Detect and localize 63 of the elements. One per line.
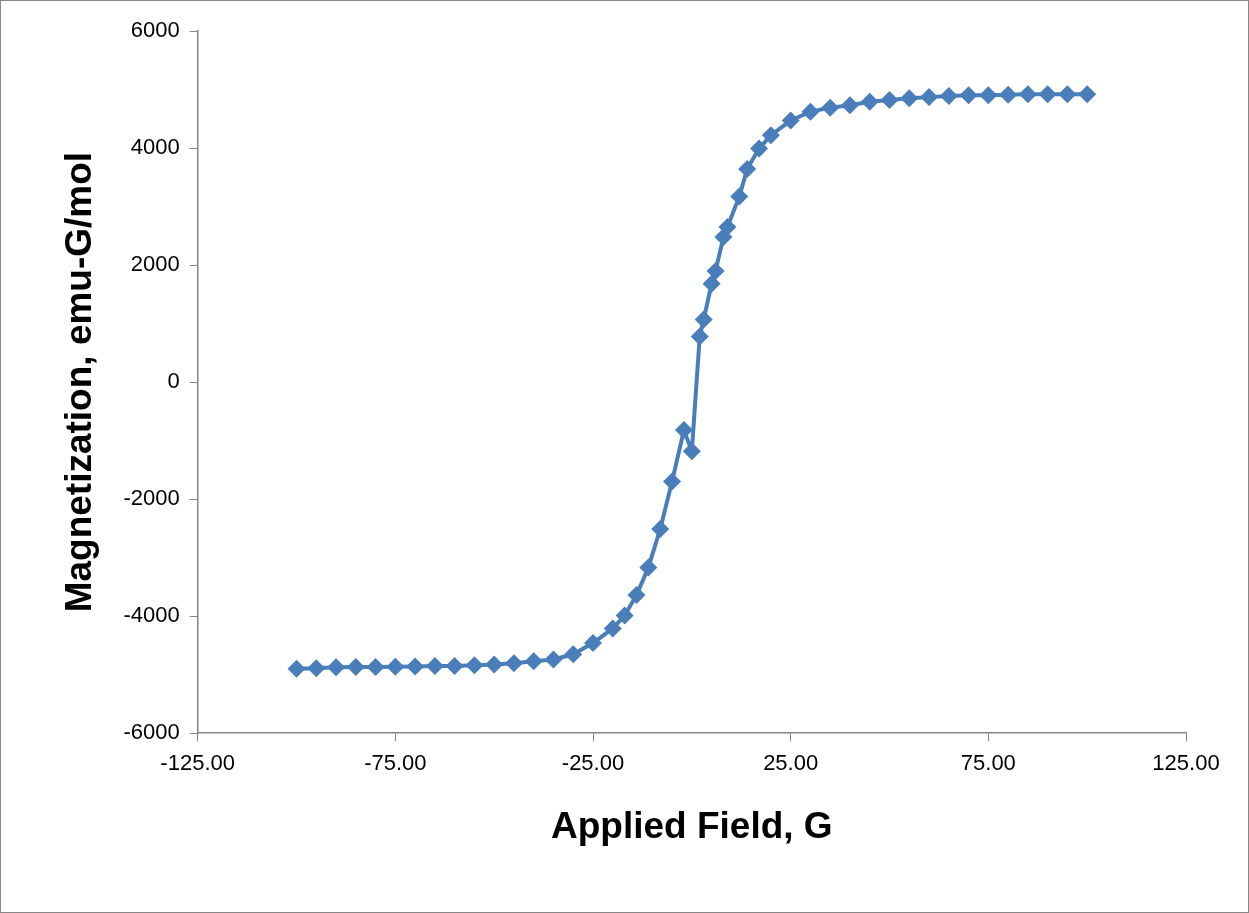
point [425,656,444,675]
y-tick-label: -2000 [123,485,180,511]
point [406,657,425,676]
x-tick-label: -125.00 [160,750,235,776]
point [880,91,899,110]
point [627,586,646,605]
point [999,85,1018,104]
point [694,310,713,329]
y-tick-label: -4000 [123,602,180,628]
x-axis-title: Applied Field, G [551,805,833,846]
point [959,86,978,105]
point [750,139,769,158]
point [307,659,326,678]
point [346,658,365,677]
point [706,261,725,280]
x-tick-label: -25.00 [561,750,625,776]
point [386,657,405,676]
point [920,88,939,107]
point [738,160,757,179]
point [682,442,701,461]
y-tick-label: 0 [167,368,180,394]
point [639,558,658,577]
point [979,86,998,105]
point [939,86,958,105]
point [327,658,346,677]
point [821,98,840,117]
point [1038,85,1057,104]
point [840,96,859,115]
point [781,111,800,130]
y-tick-label: 6000 [130,17,180,43]
point [1018,85,1037,104]
y-tick-label: -6000 [123,719,180,745]
point [445,656,464,675]
point [584,634,602,653]
point [1058,85,1077,104]
point [544,650,563,669]
point [702,274,721,293]
x-tick-label: 25.00 [763,750,819,776]
point [900,89,919,108]
x-tick-label: -75.00 [364,750,427,776]
point [366,658,385,677]
y-tick-label: 2000 [130,251,180,277]
y-axis-title: Magnetization, emu-G/mol [58,151,100,613]
point [651,519,670,538]
x-tick-label: 75.00 [960,750,1016,776]
point [690,327,709,346]
point [730,187,749,206]
x-tick-label: 125.00 [1152,750,1220,776]
point [860,92,879,111]
point [504,654,523,673]
point [1078,85,1097,104]
point [524,652,543,671]
point [615,606,634,625]
point [801,102,820,121]
point [564,645,583,664]
point [663,472,682,491]
y-tick-label: 4000 [130,134,180,160]
point [287,659,306,678]
point [485,655,504,674]
point [761,126,780,145]
point [603,619,622,638]
point [465,656,484,675]
point [674,421,693,440]
